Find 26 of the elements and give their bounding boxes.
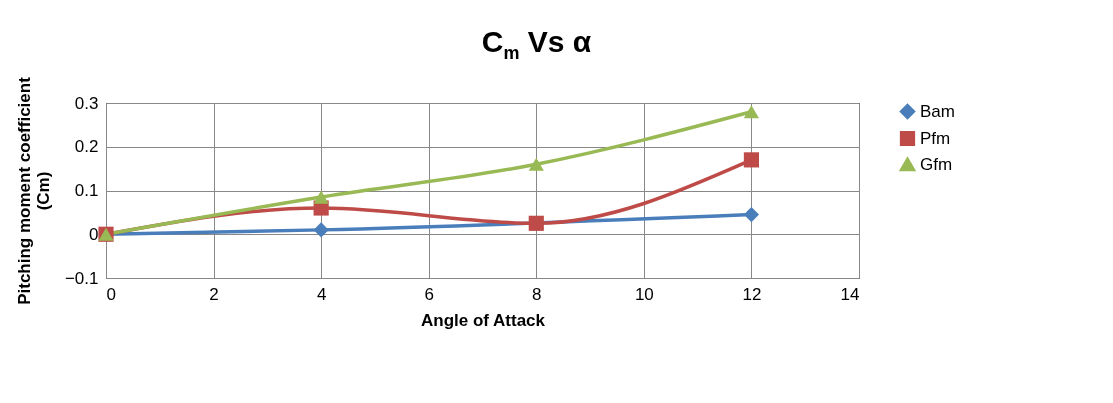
point (743, 152, 760, 168)
point (743, 105, 760, 119)
x-tick-label: 4 (316, 284, 327, 304)
x-tick-label: 6 (424, 284, 434, 304)
point (528, 215, 544, 231)
point (528, 157, 544, 171)
y-tick-label: 0 (89, 224, 99, 244)
y-tick-label: −0.1 (64, 268, 99, 288)
x-tick-label: 0 (106, 284, 116, 304)
x-tick-label: 10 (634, 284, 654, 304)
x-axis-title: Angle of Attack (420, 310, 546, 330)
legend-label: Bam (920, 101, 955, 121)
legend-label: Gfm (920, 154, 953, 174)
y-tick-label: 0.1 (74, 181, 99, 200)
x-tick-label: 2 (209, 284, 219, 304)
legend-label: Pfm (920, 128, 951, 148)
y-tick-label: 0.2 (74, 137, 99, 157)
x-tick-label: 12 (742, 284, 762, 304)
y-tick-label: 0.3 (74, 93, 99, 113)
point (313, 190, 329, 204)
y-axis-title: Pitching moment coefficient (Cm) (14, 76, 53, 305)
x-tick-label: 14 (840, 284, 860, 304)
x-tick-label: 8 (532, 284, 542, 304)
point (313, 222, 329, 238)
chart-title: C$_{m}$ Vs α (480, 24, 593, 65)
point (743, 206, 760, 223)
